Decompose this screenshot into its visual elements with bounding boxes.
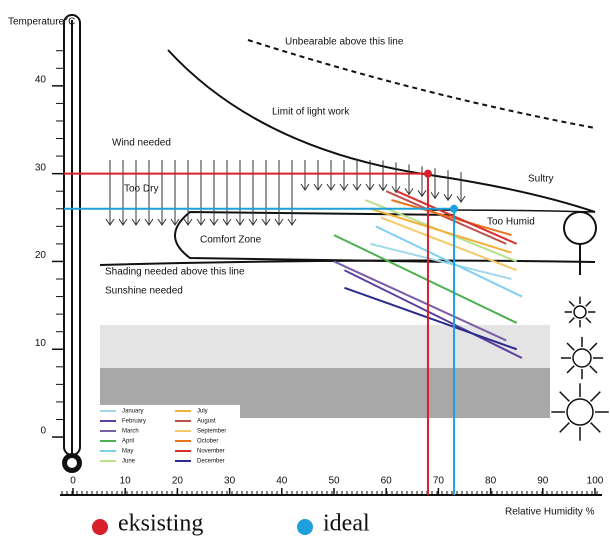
band-light (100, 325, 550, 370)
x-tick-label: 0 (70, 476, 76, 487)
x-tick-label: 80 (485, 476, 497, 487)
x-tick-label: 100 (587, 476, 604, 487)
annotation: Sultry (528, 174, 554, 185)
legend-label: January (122, 409, 143, 415)
legend-label: eksisting (118, 511, 203, 537)
legend-label: December (197, 459, 225, 465)
legend-dot (92, 519, 108, 535)
annotation: Unbearable above this line (285, 37, 404, 48)
legend-label: November (197, 449, 225, 455)
sun (574, 306, 586, 318)
x-tick-label: 90 (537, 476, 549, 487)
x-tick-label: 20 (172, 476, 184, 487)
x-tick-label: 40 (276, 476, 288, 487)
y-tick-label: 40 (35, 74, 47, 85)
legend-label: June (122, 459, 136, 465)
annotation: Sunshine needed (105, 286, 183, 297)
chart: Temperature°C Relative Humidity % 0 10 20 3… (0, 0, 610, 541)
y-tick-label: 10 (35, 338, 47, 349)
sun (573, 349, 591, 367)
legend-label: August (197, 419, 216, 425)
legend-label: July (197, 409, 208, 415)
annotation: Comfort Zone (200, 235, 262, 246)
thermometer-bulb-inner (67, 458, 77, 468)
background (0, 0, 610, 541)
x-tick-label: 10 (120, 476, 132, 487)
y-tick-label: 30 (35, 162, 47, 173)
legend-label: February (122, 419, 146, 425)
x-tick-label: 30 (224, 476, 236, 487)
legend-label: April (122, 439, 134, 445)
x-tick-label: 50 (328, 476, 340, 487)
legend-label: May (122, 449, 133, 455)
legend-label: October (197, 439, 218, 445)
y-axis-title: Temperature°C (8, 17, 75, 28)
x-axis-title: Relative Humidity % (505, 507, 595, 518)
y-tick-label: 0 (40, 426, 46, 437)
x-tick-label: 60 (381, 476, 393, 487)
marker-point (450, 205, 458, 213)
legend-label: March (122, 429, 139, 435)
annotation: Limit of light work (272, 107, 350, 118)
annotation: Too Dry (124, 184, 158, 195)
marker-point (424, 170, 432, 178)
annotation: Shading needed above this line (105, 267, 245, 278)
y-tick-label: 20 (35, 250, 47, 261)
annotation: Wind needed (112, 138, 171, 149)
annotation: Too Humid (487, 217, 535, 228)
legend-label: ideal (323, 511, 370, 537)
legend-dot (297, 519, 313, 535)
x-tick-label: 70 (433, 476, 445, 487)
sun (567, 399, 593, 425)
legend-label: September (197, 429, 226, 435)
